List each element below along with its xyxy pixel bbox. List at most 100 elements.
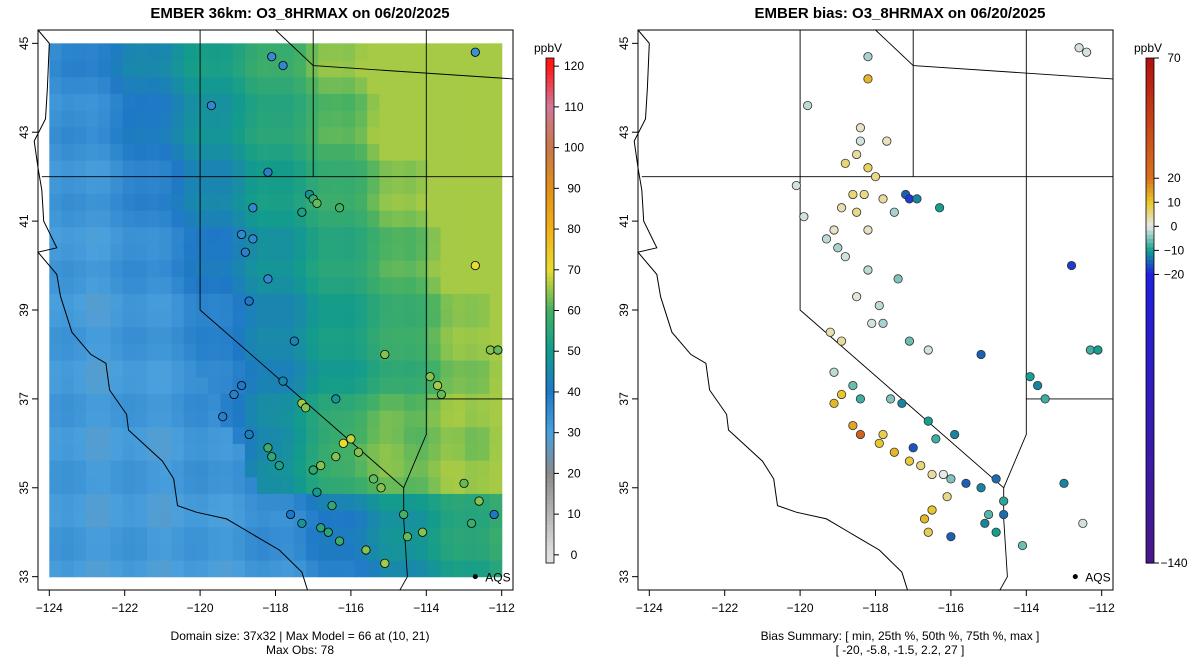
- model-grid-cell: [330, 410, 344, 428]
- model-grid-cell: [257, 526, 270, 544]
- model-grid-cell: [171, 110, 185, 128]
- model-grid-cell: [477, 276, 491, 294]
- model-colorbar-segment: [546, 525, 554, 530]
- model-grid-cell: [49, 293, 63, 311]
- model-grid-cell: [232, 276, 246, 294]
- model-grid-cell: [73, 393, 87, 411]
- bias-colorbar-segment: [1146, 251, 1154, 257]
- model-grid-cell: [134, 443, 148, 461]
- bias-colorbar-segment: [1146, 243, 1154, 248]
- model-station-point: [236, 229, 247, 240]
- bias-station-point: [867, 318, 877, 328]
- model-colorbar-segment: [546, 302, 554, 307]
- model-grid-cell: [208, 76, 222, 94]
- model-grid-cell: [306, 226, 319, 244]
- model-colorbar-segment: [546, 411, 554, 417]
- model-grid-cell: [232, 493, 246, 511]
- model-chart-svg: AQS−124 −122 −120 −118 −116 −114 −112333537394…: [17, 29, 584, 615]
- model-grid-cell: [159, 243, 173, 261]
- model-grid-cell: [122, 210, 136, 228]
- model-grid-cell: [85, 410, 99, 428]
- model-grid-cell: [379, 310, 393, 328]
- bias-colorbar-segment: [1146, 453, 1154, 459]
- model-grid-cell: [477, 410, 491, 428]
- model-grid-cell: [73, 160, 87, 178]
- bias-station-point: [878, 194, 888, 204]
- model-grid-cell: [257, 426, 270, 444]
- model-grid-cell: [416, 210, 429, 228]
- model-grid-cell: [85, 43, 99, 61]
- model-grid-cell: [159, 326, 173, 344]
- model-grid-cell: [73, 243, 87, 261]
- model-grid-cell: [452, 276, 466, 294]
- model-grid-cell: [220, 160, 234, 178]
- model-grid-cell: [171, 510, 185, 528]
- model-grid-cell: [281, 43, 295, 61]
- bias-colorbar-segment: [1146, 222, 1154, 227]
- model-grid-cell: [257, 343, 270, 361]
- model-grid-cell: [232, 210, 246, 228]
- model-grid-cell: [171, 443, 185, 461]
- model-colorbar-segment: [546, 125, 554, 131]
- model-grid-cell: [73, 260, 87, 278]
- model-grid-cell: [477, 526, 491, 544]
- model-grid-cell: [183, 76, 197, 94]
- model-grid-cell: [403, 226, 417, 244]
- model-grid-cell: [428, 543, 442, 561]
- model-station-point: [489, 509, 499, 520]
- model-grid-cell: [281, 160, 295, 178]
- model-grid-cell: [367, 360, 381, 378]
- model-grid-cell: [391, 143, 405, 161]
- model-grid-cell: [159, 76, 173, 94]
- model-grid-cell: [73, 360, 87, 378]
- model-grid-cell: [477, 60, 491, 78]
- bias-station-point: [904, 336, 915, 346]
- bias-colorbar-segment: [1146, 255, 1154, 261]
- model-grid-cell: [367, 510, 381, 528]
- bias-station-point: [821, 234, 832, 244]
- model-colorbar-segment: [546, 306, 554, 312]
- model-grid-cell: [330, 176, 344, 194]
- model-grid-cell: [110, 60, 124, 78]
- model-colorbar-segment: [546, 180, 554, 185]
- model-grid-cell: [330, 110, 344, 128]
- model-colorbar-tick-label: 110: [564, 100, 583, 114]
- model-grid-cell: [61, 526, 75, 544]
- model-grid-cell: [403, 260, 417, 278]
- model-y-tick-label: 35: [17, 481, 31, 495]
- model-colorbar-segment: [546, 234, 554, 240]
- model-grid-cell: [293, 243, 307, 261]
- model-grid-cell: [110, 543, 124, 561]
- model-grid-cell: [110, 43, 124, 61]
- model-grid-cell: [159, 410, 173, 428]
- model-grid-cell: [122, 93, 136, 111]
- model-grid-cell: [49, 110, 63, 128]
- model-grid-cell: [293, 543, 307, 561]
- model-grid-cell: [452, 176, 466, 194]
- model-grid-cell: [403, 410, 417, 428]
- model-grid-cell: [489, 276, 503, 294]
- model-grid-cell: [73, 526, 87, 544]
- model-grid-cell: [452, 126, 466, 144]
- model-grid-cell: [391, 543, 405, 561]
- model-grid-cell: [232, 510, 246, 528]
- model-grid-cell: [183, 526, 197, 544]
- model-station-point: [346, 434, 356, 444]
- bias-colorbar-segment: [1146, 74, 1154, 80]
- model-grid-cell: [49, 543, 63, 561]
- model-grid-cell: [477, 426, 491, 444]
- model-station-point: [301, 403, 311, 413]
- bias-station-point: [874, 438, 884, 448]
- model-grid-cell: [208, 260, 222, 278]
- model-grid-cell: [122, 560, 136, 578]
- model-grid-cell: [257, 376, 270, 394]
- model-grid-cell: [489, 176, 503, 194]
- model-grid-cell: [73, 326, 87, 344]
- model-grid-cell: [416, 343, 429, 361]
- model-grid-cell: [477, 476, 491, 494]
- model-grid-cell: [379, 460, 393, 478]
- bias-colorbar-segment: [1146, 483, 1154, 488]
- model-colorbar-segment: [546, 352, 554, 358]
- model-grid-cell: [367, 276, 381, 294]
- model-grid-cell: [232, 60, 246, 78]
